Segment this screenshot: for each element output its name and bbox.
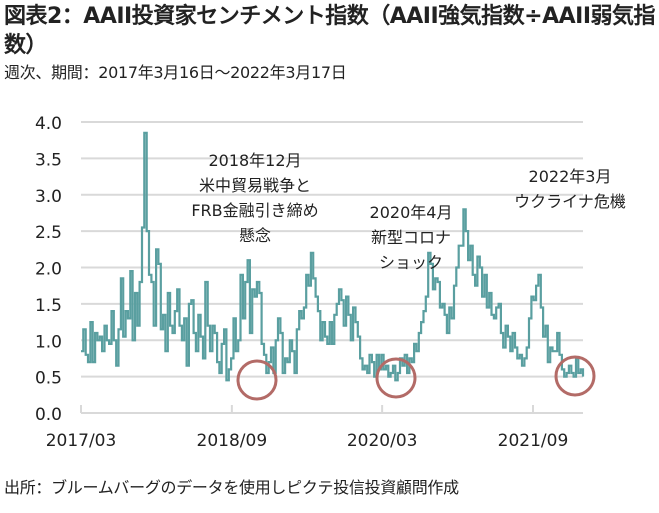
y-tick-label: 1.0	[35, 332, 62, 352]
annotation-line: 新型コロナ	[371, 228, 451, 247]
y-tick-label: 4.0	[35, 114, 62, 134]
y-tick-label: 2.5	[35, 223, 62, 243]
annotation-line: ショック	[379, 253, 443, 272]
y-tick-label: 3.0	[35, 187, 62, 207]
x-tick-label: 2021/09	[498, 431, 569, 451]
highlight-circle	[554, 355, 596, 397]
annotation-line: 懸念	[239, 226, 271, 245]
chart-subtitle: 週次、期間：2017年3月16日～2022年3月17日	[4, 63, 347, 82]
y-tick-label: 2.0	[35, 260, 62, 280]
x-tick-label: 2017/03	[46, 431, 117, 451]
gridlines	[81, 121, 583, 378]
annotation-line: ウクライナ危機	[514, 192, 626, 211]
annotation-line: FRB金融引き締め	[191, 201, 318, 220]
chart-title: 図表2：AAII投資家センチメント指数（AAII強気指数÷AAII弱気指数）	[4, 4, 656, 58]
source-note: 出所：ブルームバーグのデータを使用しピクテ投信投資顧問作成	[4, 478, 459, 497]
y-tick-label: 0.5	[35, 369, 62, 389]
annotation-line: 2020年4月	[370, 203, 453, 222]
highlight-circles	[236, 355, 596, 401]
series-line	[81, 131, 585, 382]
x-axis-ticks: 2017/03 2018/09 2020/03 2021/09	[46, 405, 569, 451]
series-layer	[81, 131, 585, 382]
annotation-line: 米中貿易戦争と	[199, 176, 311, 195]
highlight-circle	[375, 357, 417, 399]
annotation-line: 2022年3月	[529, 167, 612, 186]
x-tick-label: 2018/09	[197, 431, 268, 451]
y-tick-label: 1.5	[35, 296, 62, 316]
y-axis-ticks: 0.0 0.5 1.0 1.5 2.0 2.5 3.0 3.5 4.0	[35, 114, 62, 425]
annotation-line: 2018年12月	[208, 151, 301, 170]
y-tick-label: 0.0	[35, 405, 62, 425]
x-tick-label: 2020/03	[347, 431, 418, 451]
highlight-circle	[236, 359, 278, 401]
y-tick-label: 3.5	[35, 150, 62, 170]
